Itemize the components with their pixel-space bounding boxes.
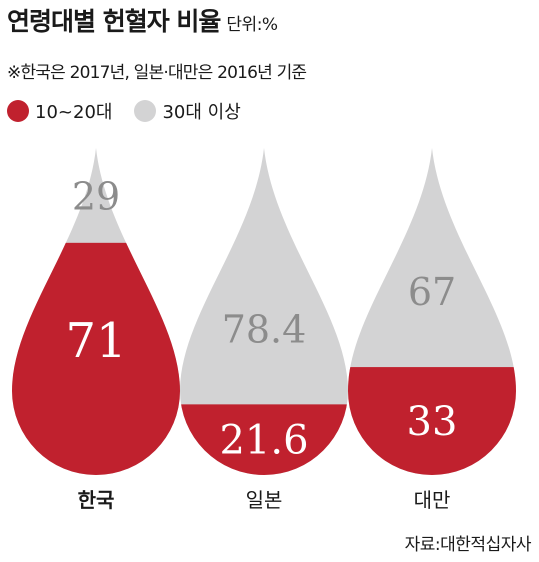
value-label-young: 21.6 (219, 418, 308, 464)
source-label: 자료:대한적십자사 (404, 535, 532, 555)
title-row: 연령대별 헌혈자 비율 단위:% (7, 2, 278, 38)
chart-title: 연령대별 헌혈자 비율 (7, 7, 221, 36)
legend: 10~20대 30대 이상 (7, 98, 263, 124)
legend-swatch-young (7, 100, 29, 122)
legend-swatch-older (134, 100, 157, 122)
legend-item-older: 30대 이상 (134, 98, 241, 124)
category-label: 한국 (78, 488, 115, 512)
value-label-young: 33 (407, 399, 458, 445)
unit-label: 단위:% (226, 15, 278, 35)
category-label: 대만 (414, 488, 451, 512)
value-label-young: 71 (65, 313, 126, 369)
legend-item-young: 10~20대 (7, 98, 112, 124)
value-label-older: 78.4 (222, 307, 307, 351)
chart-note: ※한국은 2017년, 일본·대만은 2016년 기준 (7, 63, 307, 83)
category-label: 일본 (246, 488, 283, 512)
legend-label-young: 10~20대 (35, 102, 113, 123)
value-label-older: 29 (72, 175, 120, 219)
legend-label-older: 30대 이상 (162, 102, 241, 123)
value-label-older: 67 (408, 270, 456, 314)
